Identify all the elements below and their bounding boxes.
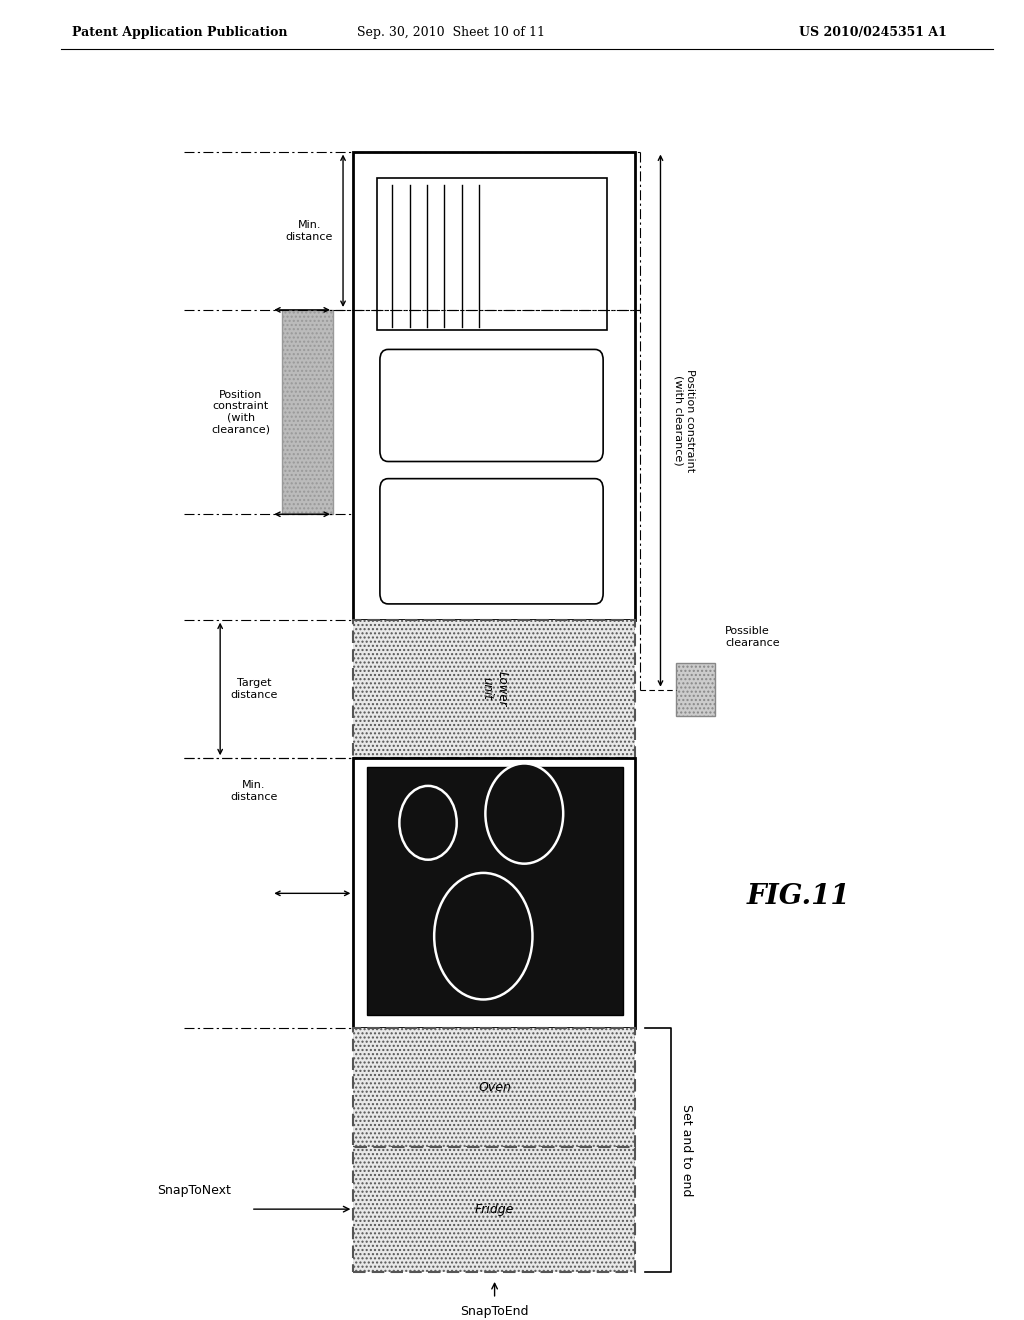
Text: Min.
distance: Min. distance — [230, 780, 278, 803]
Text: US 2010/0245351 A1: US 2010/0245351 A1 — [799, 26, 946, 40]
Text: Position constraint
(with clearance): Position constraint (with clearance) — [673, 370, 695, 473]
Text: Fridge: Fridge — [475, 1203, 514, 1216]
Text: SnapToEnd: SnapToEnd — [461, 1305, 528, 1319]
Text: Target
distance: Target distance — [230, 678, 278, 700]
Bar — [353, 152, 635, 619]
Text: Lower
unit: Lower unit — [480, 671, 509, 706]
Circle shape — [434, 873, 532, 999]
Bar — [353, 1147, 635, 1272]
Text: SnapToNext: SnapToNext — [158, 1184, 231, 1197]
Bar — [353, 758, 635, 1028]
Circle shape — [485, 763, 563, 863]
Bar — [367, 767, 623, 1015]
Text: Set and to end: Set and to end — [680, 1105, 692, 1197]
FancyBboxPatch shape — [380, 350, 603, 462]
Text: Possible
clearance: Possible clearance — [725, 626, 779, 648]
Text: Patent Application Publication: Patent Application Publication — [72, 26, 287, 40]
Bar — [282, 310, 333, 515]
Bar — [353, 619, 635, 758]
Circle shape — [399, 785, 457, 859]
Text: Sep. 30, 2010  Sheet 10 of 11: Sep. 30, 2010 Sheet 10 of 11 — [356, 26, 545, 40]
Text: FIG.11: FIG.11 — [746, 883, 851, 909]
Bar — [353, 1028, 635, 1147]
FancyBboxPatch shape — [380, 479, 603, 605]
Text: Position
constraint
(with
clearance): Position constraint (with clearance) — [211, 389, 270, 434]
Bar — [377, 178, 607, 330]
Text: Oven: Oven — [478, 1081, 511, 1094]
Bar — [676, 663, 715, 715]
Text: Min.
distance: Min. distance — [286, 220, 333, 242]
